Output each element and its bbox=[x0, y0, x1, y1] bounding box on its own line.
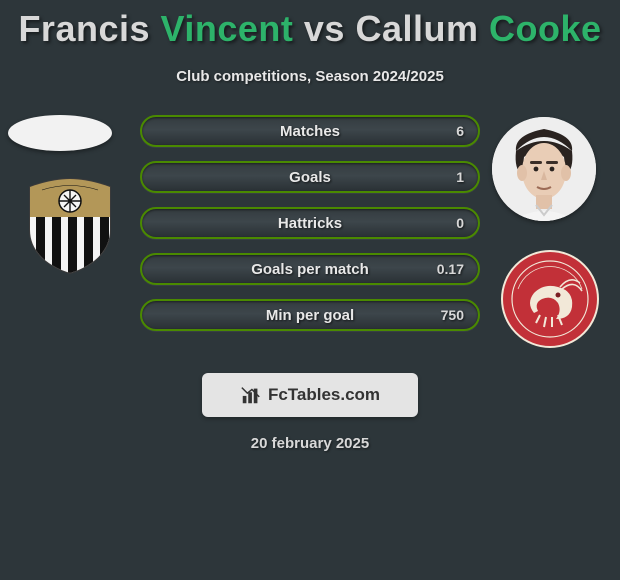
stat-label: Goals per match bbox=[251, 261, 369, 278]
player2-avatar bbox=[492, 117, 596, 221]
title-p2-last: Cooke bbox=[489, 8, 602, 49]
club-badge-icon bbox=[500, 249, 600, 349]
stat-row-goals: Goals 1 bbox=[140, 161, 480, 193]
title-p2-first: Callum bbox=[355, 8, 478, 49]
stat-bars: Matches 6 Goals 1 Hattricks 0 Goals per … bbox=[140, 115, 480, 345]
bar-chart-icon bbox=[240, 384, 262, 406]
stat-label: Goals bbox=[289, 169, 331, 186]
stat-row-mpg: Min per goal 750 bbox=[140, 299, 480, 331]
subtitle: Club competitions, Season 2024/2025 bbox=[0, 68, 620, 85]
title-p1-first: Francis bbox=[18, 8, 150, 49]
brand-box[interactable]: FcTables.com bbox=[202, 373, 418, 417]
morecambe-badge bbox=[500, 249, 600, 349]
stat-right-value: 1 bbox=[456, 169, 464, 185]
stat-label: Matches bbox=[280, 123, 340, 140]
stats-area: Matches 6 Goals 1 Hattricks 0 Goals per … bbox=[0, 115, 620, 365]
notts-county-badge bbox=[20, 175, 120, 275]
shield-icon bbox=[20, 175, 120, 275]
title-p1-last: Vincent bbox=[161, 8, 294, 49]
brand-text: FcTables.com bbox=[268, 385, 380, 405]
stat-right-value: 0 bbox=[456, 215, 464, 231]
page-title: Francis Vincent vs Callum Cooke bbox=[0, 8, 620, 50]
stat-row-gpm: Goals per match 0.17 bbox=[140, 253, 480, 285]
stat-right-value: 6 bbox=[456, 123, 464, 139]
avatar-icon bbox=[492, 117, 596, 221]
comparison-card: Francis Vincent vs Callum Cooke Club com… bbox=[0, 0, 620, 452]
title-vs: vs bbox=[304, 8, 345, 49]
stat-row-matches: Matches 6 bbox=[140, 115, 480, 147]
date-line: 20 february 2025 bbox=[0, 435, 620, 452]
stat-right-value: 0.17 bbox=[437, 261, 464, 277]
stat-right-value: 750 bbox=[441, 307, 464, 323]
player1-avatar bbox=[8, 115, 112, 151]
stat-label: Min per goal bbox=[266, 307, 354, 324]
stat-label: Hattricks bbox=[278, 215, 342, 232]
stat-row-hattricks: Hattricks 0 bbox=[140, 207, 480, 239]
